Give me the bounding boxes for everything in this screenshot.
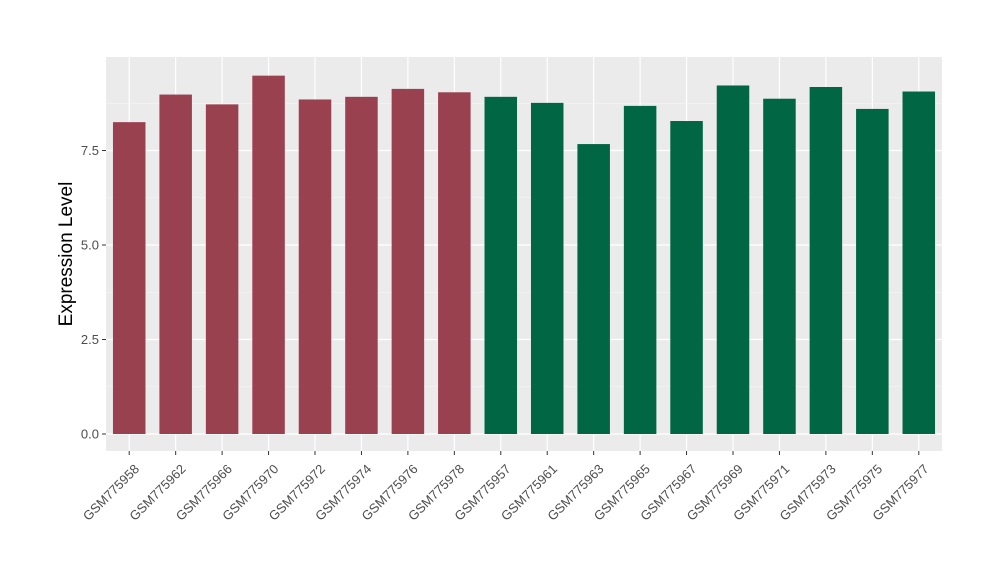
- plot-panel: [106, 57, 942, 451]
- bar: [159, 94, 192, 434]
- bar: [856, 108, 889, 435]
- y-tick-label: 2.5: [81, 332, 99, 347]
- x-axis: GSM775958GSM775962GSM775966GSM775970GSM7…: [80, 451, 932, 524]
- bar: [623, 105, 657, 435]
- bar: [902, 91, 936, 435]
- bar: [298, 99, 332, 434]
- bars: [112, 75, 936, 435]
- bar: [391, 88, 425, 435]
- bar: [345, 96, 378, 434]
- bar: [716, 85, 750, 434]
- bar: [530, 102, 564, 434]
- bar: [577, 144, 610, 434]
- y-tick-label: 0.0: [81, 427, 99, 442]
- y-axis: 0.0 2.5 5.0 7.5: [81, 143, 106, 442]
- bar: [438, 92, 471, 435]
- y-tick-label: 5.0: [81, 238, 99, 253]
- y-tick-label: 7.5: [81, 143, 99, 158]
- bar: [809, 86, 843, 434]
- bar: [484, 96, 518, 434]
- y-axis-label: Expression Level: [56, 182, 77, 327]
- bar: [252, 75, 285, 434]
- bar: [205, 104, 239, 434]
- bar: [763, 98, 796, 435]
- bar: [112, 122, 146, 435]
- bar: [670, 121, 703, 435]
